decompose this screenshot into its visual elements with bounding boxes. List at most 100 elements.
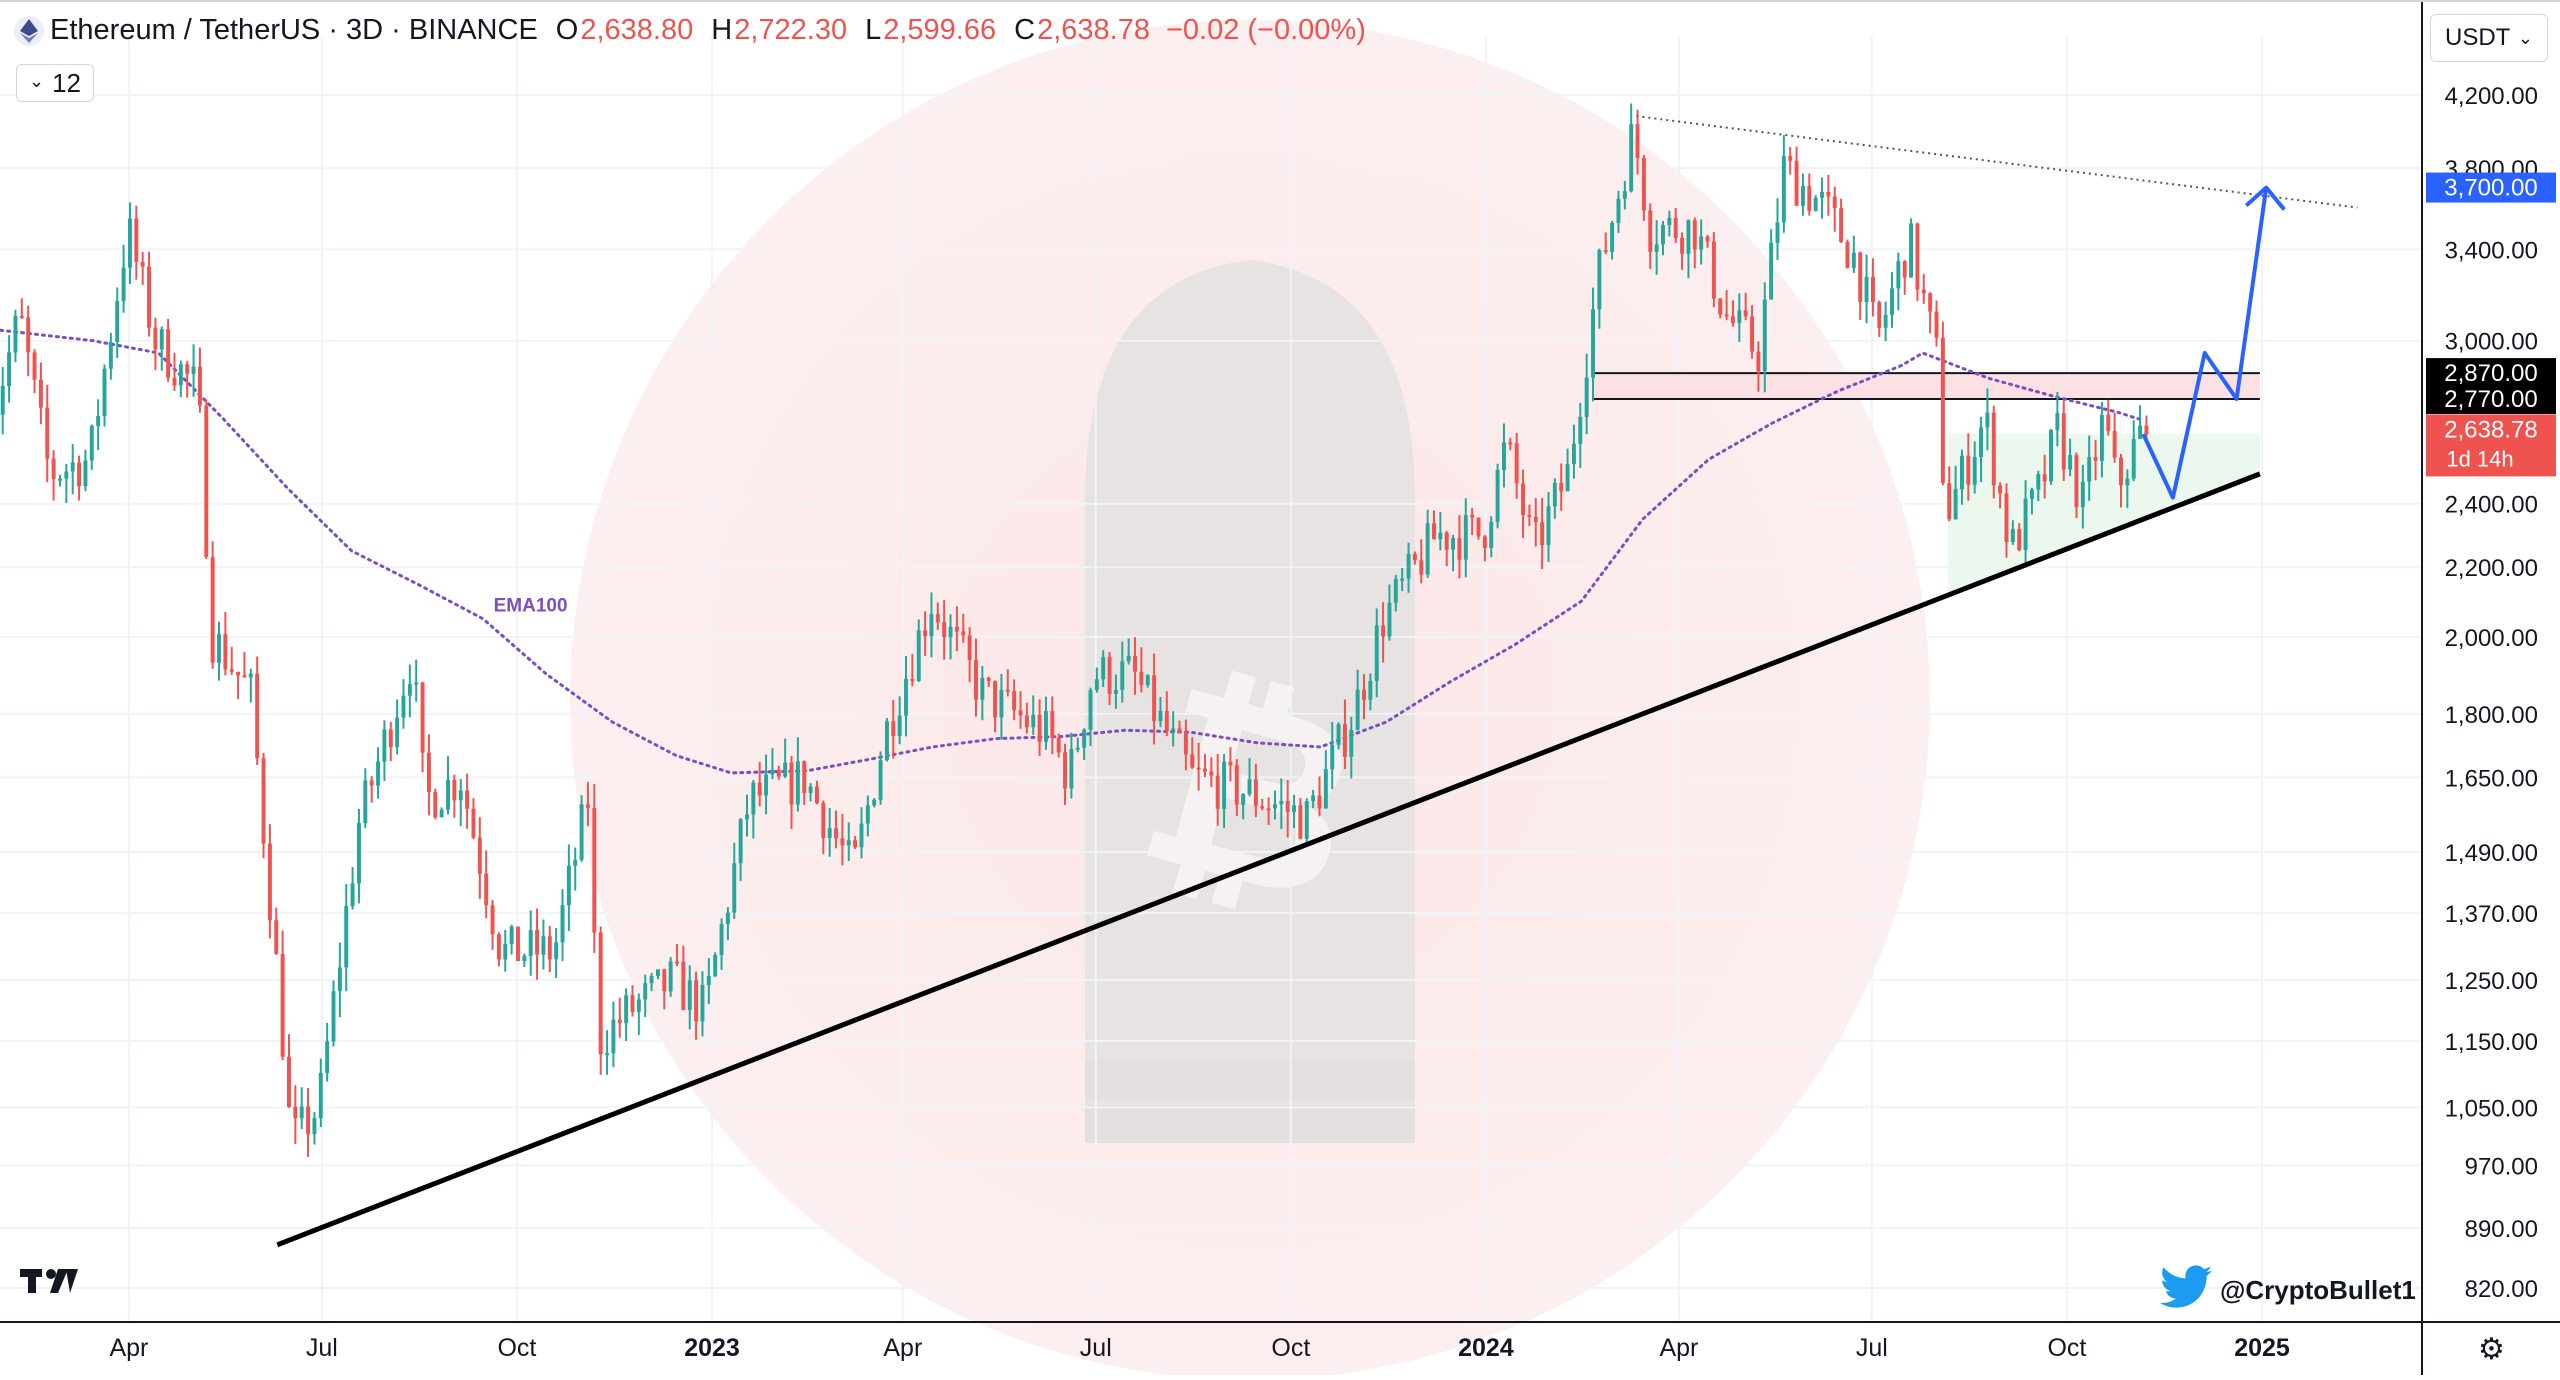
candle-body bbox=[1870, 276, 1875, 303]
low-label: L bbox=[865, 14, 882, 46]
candle-body bbox=[592, 807, 597, 933]
candle-body bbox=[0, 386, 5, 415]
candle-body bbox=[1896, 261, 1901, 289]
candle-body bbox=[1571, 443, 1576, 465]
candle-body bbox=[1311, 795, 1316, 802]
indicators-toggle-button[interactable]: ⌄ 12 bbox=[16, 64, 94, 102]
candle-body bbox=[2010, 529, 2015, 542]
candle-body bbox=[1775, 222, 1780, 243]
candle-body bbox=[1858, 252, 1863, 302]
candle-body bbox=[1540, 522, 1545, 546]
tradingview-logo[interactable] bbox=[20, 1262, 78, 1305]
candle-body bbox=[325, 1041, 330, 1073]
candle-body bbox=[344, 906, 349, 968]
candle-body bbox=[776, 769, 781, 777]
candle-body bbox=[1915, 223, 1920, 290]
candle-body bbox=[1075, 747, 1080, 750]
projected-arrowhead bbox=[2244, 185, 2286, 211]
y-tick-label: 1,800.00 bbox=[2445, 702, 2538, 729]
candle-body bbox=[140, 261, 145, 267]
candle-body bbox=[1591, 309, 1595, 378]
candle-body bbox=[267, 843, 272, 921]
candle-body bbox=[1610, 222, 1615, 252]
candle-body bbox=[522, 955, 527, 962]
x-tick-label: Apr bbox=[883, 1334, 922, 1362]
candle-body bbox=[1158, 710, 1163, 722]
candle-body bbox=[1902, 261, 1907, 278]
candle-body bbox=[172, 377, 177, 386]
candle-body bbox=[700, 985, 705, 1022]
candle-body bbox=[1890, 288, 1894, 315]
candle-body bbox=[58, 478, 62, 481]
candle-body bbox=[496, 934, 501, 960]
candle-body bbox=[1094, 679, 1099, 691]
candle-body bbox=[1152, 675, 1157, 722]
watermark-logo: ₿ bbox=[570, 20, 1930, 1380]
candle-body bbox=[1349, 730, 1354, 757]
candle-body bbox=[617, 1019, 622, 1024]
candle-body bbox=[1508, 442, 1513, 445]
candle-body bbox=[2087, 457, 2092, 482]
candle-body bbox=[2131, 438, 2136, 479]
y-tick-label: 1,490.00 bbox=[2445, 840, 2538, 867]
candle-body bbox=[1018, 710, 1023, 716]
candle-body bbox=[83, 460, 88, 487]
candle-body bbox=[1578, 417, 1583, 444]
candle-body bbox=[1374, 625, 1379, 681]
candle-body bbox=[1126, 655, 1131, 662]
candle-body bbox=[1171, 728, 1176, 732]
candle-body bbox=[185, 364, 190, 374]
candle-body bbox=[2061, 413, 2066, 470]
gear-icon[interactable]: ⚙ bbox=[2478, 1333, 2505, 1366]
grid bbox=[0, 36, 2422, 1322]
candle-body bbox=[585, 804, 590, 808]
candle-body bbox=[846, 840, 851, 846]
currency-select[interactable]: USDT ⌄ bbox=[2430, 14, 2548, 62]
candle-body bbox=[433, 792, 438, 818]
candle-body bbox=[153, 327, 158, 350]
candle-body bbox=[1183, 732, 1188, 755]
candle-body bbox=[1381, 625, 1386, 637]
candle-body bbox=[1711, 241, 1716, 299]
candle-body bbox=[439, 809, 444, 818]
candle-body bbox=[1546, 506, 1551, 546]
candle-body bbox=[967, 635, 972, 660]
candle-body bbox=[1909, 223, 1914, 278]
candle-body bbox=[827, 828, 832, 838]
candle-body bbox=[1514, 443, 1519, 484]
candle-body bbox=[1730, 316, 1735, 324]
candle-body bbox=[1037, 714, 1042, 742]
candle-body bbox=[337, 967, 342, 992]
candle-body bbox=[395, 717, 400, 748]
candle-body bbox=[261, 758, 266, 844]
y-tick-label: 1,650.00 bbox=[2445, 765, 2538, 792]
candle-body bbox=[191, 366, 196, 374]
candle-body bbox=[280, 953, 285, 1057]
candle-body bbox=[1654, 244, 1659, 252]
candle-body bbox=[573, 859, 578, 866]
candle-body bbox=[1063, 752, 1068, 789]
x-tick-label: Oct bbox=[1271, 1334, 1310, 1362]
price-tag bbox=[2426, 358, 2556, 389]
candle-body bbox=[26, 317, 31, 353]
candle-body bbox=[1667, 217, 1672, 226]
candle-body bbox=[1966, 455, 1971, 485]
symbol-name[interactable]: Ethereum / TetherUS · 3D · BINANCE bbox=[50, 14, 538, 46]
candle-body bbox=[1743, 310, 1748, 317]
x-tick-label: Jul bbox=[306, 1334, 338, 1362]
candle-body bbox=[299, 1106, 304, 1119]
candle-body bbox=[1934, 311, 1939, 338]
y-tick-label: 3,400.00 bbox=[2445, 237, 2538, 264]
candle-body bbox=[1883, 314, 1888, 328]
candle-body bbox=[477, 837, 482, 874]
candle-body bbox=[808, 786, 813, 793]
candle-body bbox=[2029, 489, 2034, 499]
candle-body bbox=[407, 684, 412, 696]
candle-body bbox=[217, 634, 221, 663]
candle-body bbox=[1864, 276, 1869, 302]
candle-body bbox=[725, 912, 730, 925]
candle-body bbox=[1877, 302, 1882, 328]
candle-body bbox=[121, 267, 126, 302]
